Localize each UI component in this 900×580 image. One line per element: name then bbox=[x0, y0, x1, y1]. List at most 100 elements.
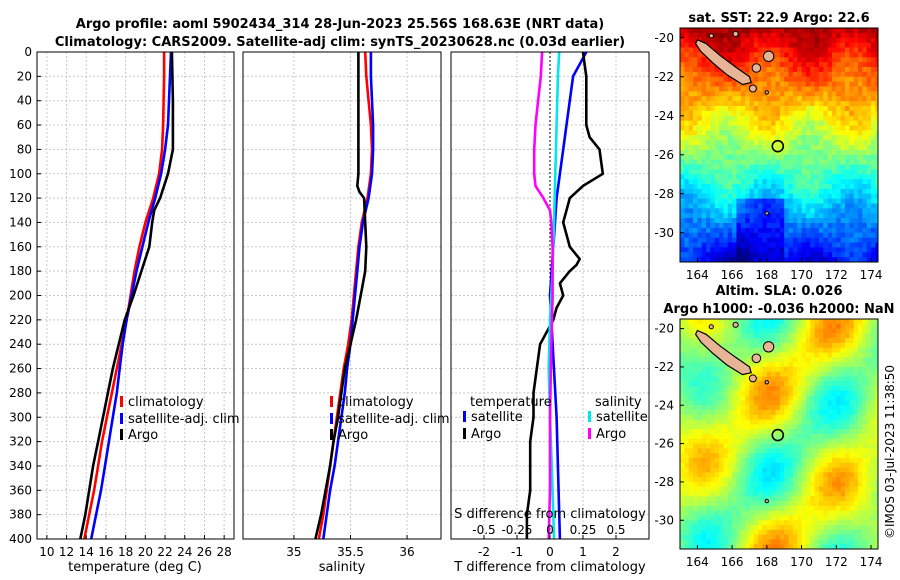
map-cell bbox=[701, 110, 707, 117]
map-cell bbox=[723, 223, 729, 229]
map-cell bbox=[862, 110, 868, 117]
map-cell bbox=[871, 472, 876, 478]
map-cell bbox=[688, 257, 694, 262]
map-cell bbox=[845, 218, 850, 224]
map-cell bbox=[693, 47, 698, 53]
map-cell bbox=[801, 86, 807, 92]
map-cell bbox=[853, 496, 859, 502]
map-cell bbox=[818, 227, 824, 234]
map-cell bbox=[818, 67, 824, 73]
map-cell bbox=[758, 42, 764, 49]
map-cell bbox=[788, 534, 794, 541]
map-cell bbox=[871, 400, 876, 406]
map-cell bbox=[875, 32, 878, 39]
map-cell bbox=[805, 448, 811, 454]
map-cell bbox=[714, 42, 720, 49]
map-cell bbox=[849, 223, 855, 229]
map-cell bbox=[753, 28, 759, 34]
map-cell bbox=[849, 81, 855, 88]
map-cell bbox=[779, 57, 785, 63]
map-cell bbox=[784, 319, 790, 325]
map-cell bbox=[784, 106, 790, 112]
map-cell bbox=[849, 386, 855, 392]
map-cell bbox=[827, 213, 833, 219]
map-cell bbox=[719, 47, 725, 53]
map-cell bbox=[723, 338, 729, 344]
map-cell bbox=[723, 443, 729, 449]
map-cell bbox=[810, 232, 816, 239]
map-cell bbox=[779, 529, 785, 536]
map-cell bbox=[732, 188, 738, 195]
map-cell bbox=[831, 76, 837, 83]
map-cell bbox=[818, 534, 824, 541]
map-cell bbox=[866, 208, 872, 214]
map-cell bbox=[740, 115, 746, 122]
map-cell bbox=[836, 414, 842, 421]
map-cell bbox=[797, 438, 803, 445]
map-cell bbox=[827, 81, 833, 88]
map-cell bbox=[840, 515, 846, 521]
map-cell bbox=[831, 193, 837, 200]
sla-map-land bbox=[694, 321, 785, 504]
map-cell bbox=[788, 227, 794, 234]
map-cell bbox=[853, 91, 859, 97]
map-cell bbox=[792, 515, 798, 521]
map-cell bbox=[771, 448, 777, 454]
map-cell bbox=[779, 169, 785, 175]
map-cell bbox=[840, 81, 846, 88]
map-cell bbox=[680, 76, 685, 83]
map-cell bbox=[784, 515, 790, 521]
map-cell bbox=[684, 110, 690, 117]
map-cell bbox=[706, 424, 711, 430]
map-cell bbox=[693, 443, 698, 449]
map-cell bbox=[810, 86, 816, 92]
map-cell bbox=[788, 486, 794, 493]
salinity-panel: 35 35.5 36 salinity climatology satellite-… bbox=[242, 51, 450, 575]
map-cell bbox=[862, 115, 868, 122]
map-cell bbox=[727, 477, 733, 483]
map-cell bbox=[858, 333, 863, 339]
map-cell bbox=[836, 184, 842, 190]
map-cell bbox=[736, 232, 742, 239]
map-cell bbox=[758, 169, 764, 175]
map-cell bbox=[797, 213, 803, 219]
map-cell bbox=[736, 120, 742, 127]
map-cell bbox=[706, 227, 711, 234]
map-cell bbox=[753, 400, 759, 406]
map-cell bbox=[853, 342, 859, 349]
map-cell bbox=[758, 81, 764, 88]
map-cell bbox=[736, 501, 742, 507]
map-cell bbox=[727, 448, 733, 454]
map-cell bbox=[697, 457, 703, 464]
map-cell bbox=[771, 257, 777, 262]
map-cell bbox=[697, 510, 703, 517]
legend-swatch-argo bbox=[120, 429, 123, 440]
map-cell bbox=[732, 424, 738, 430]
map-cell bbox=[814, 323, 820, 330]
map-cell bbox=[827, 424, 833, 430]
map-cell bbox=[779, 323, 785, 330]
map-cell bbox=[875, 419, 878, 426]
map-cell bbox=[866, 534, 872, 541]
map-cell bbox=[858, 405, 863, 411]
map-cell bbox=[775, 179, 781, 185]
map-cell bbox=[758, 52, 764, 58]
map-cell bbox=[871, 42, 876, 49]
map-cell bbox=[684, 472, 690, 478]
map-cell bbox=[858, 257, 863, 262]
map-cell bbox=[805, 135, 811, 141]
map-cell bbox=[727, 130, 733, 136]
map-cell bbox=[766, 37, 772, 44]
map-cell bbox=[762, 381, 768, 387]
map-cell bbox=[740, 184, 746, 190]
map-cell bbox=[688, 477, 694, 483]
map-cell bbox=[784, 443, 790, 449]
map-cell bbox=[693, 486, 698, 493]
map-cell bbox=[680, 179, 685, 185]
map-cell bbox=[684, 130, 690, 136]
map-cell bbox=[714, 510, 720, 517]
map-cell bbox=[845, 67, 850, 73]
map-cell bbox=[866, 386, 872, 392]
map-cell bbox=[688, 366, 694, 373]
land-island bbox=[764, 90, 769, 95]
